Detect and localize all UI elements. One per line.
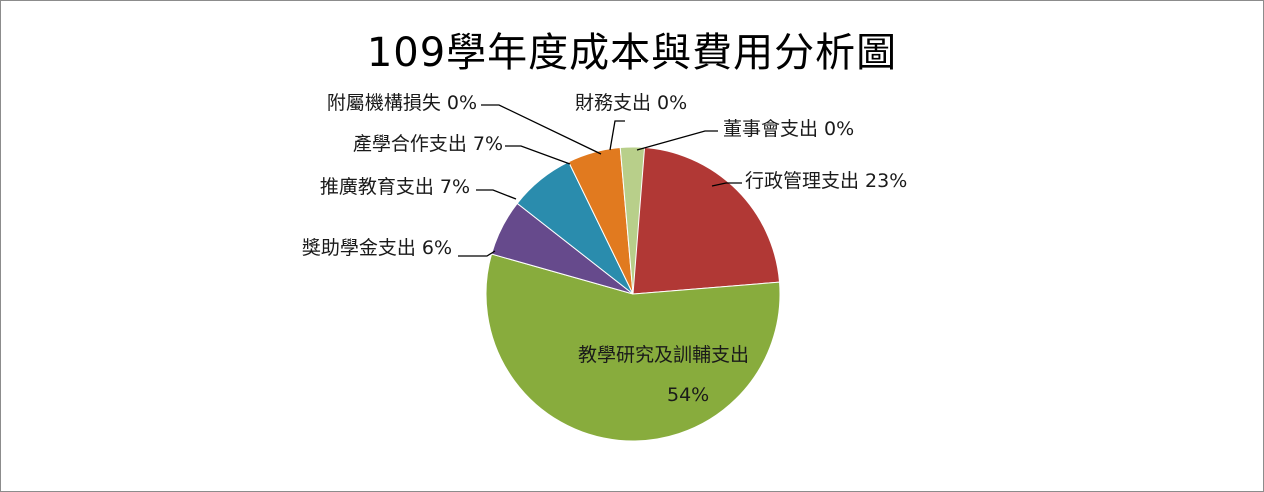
label-teaching-line2: 54% [667, 384, 709, 406]
slice-行政管理支出 [632, 146, 781, 295]
label-scholarship: 獎助學金支出 6% [302, 237, 452, 259]
label-industry: 產學合作支出 7% [353, 133, 503, 155]
label-affiliate: 附屬機構損失 0% [327, 92, 477, 114]
leader-lines [458, 104, 742, 257]
leader-line [711, 182, 742, 187]
leader-line [505, 145, 571, 165]
leader-line [481, 104, 602, 155]
leader-line [609, 120, 625, 151]
slice-教學研究及訓輔支出 [485, 253, 781, 442]
pie-slices [485, 146, 781, 442]
label-extension: 推廣教育支出 7% [320, 176, 470, 198]
leader-line [636, 130, 718, 151]
label-admin: 行政管理支出 23% [745, 170, 907, 192]
leader-line [476, 189, 517, 200]
label-finance: 財務支出 0% [575, 92, 687, 114]
label-teaching-line1: 教學研究及訓輔支出 [578, 344, 749, 366]
chart-title: 109學年度成本與費用分析圖 [366, 30, 898, 76]
leader-line [458, 250, 496, 257]
label-board: 董事會支出 0% [723, 118, 854, 140]
